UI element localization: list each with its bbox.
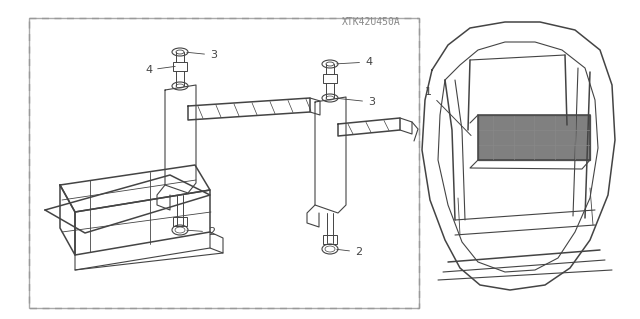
Text: 4: 4 bbox=[145, 65, 175, 75]
Bar bbox=[173, 217, 187, 226]
Bar bbox=[29, 18, 419, 308]
Polygon shape bbox=[478, 115, 590, 160]
Bar bbox=[323, 235, 337, 244]
Text: 3: 3 bbox=[187, 50, 217, 60]
Bar bbox=[29, 18, 419, 308]
Text: 4: 4 bbox=[337, 57, 372, 67]
Bar bbox=[173, 62, 187, 71]
Bar bbox=[323, 74, 337, 83]
Text: 1: 1 bbox=[425, 87, 471, 136]
Text: 2: 2 bbox=[337, 247, 362, 257]
Bar bbox=[478, 115, 590, 160]
Text: 3: 3 bbox=[337, 97, 375, 107]
Text: 2: 2 bbox=[187, 227, 215, 237]
Text: XTK42U450A: XTK42U450A bbox=[342, 17, 401, 27]
